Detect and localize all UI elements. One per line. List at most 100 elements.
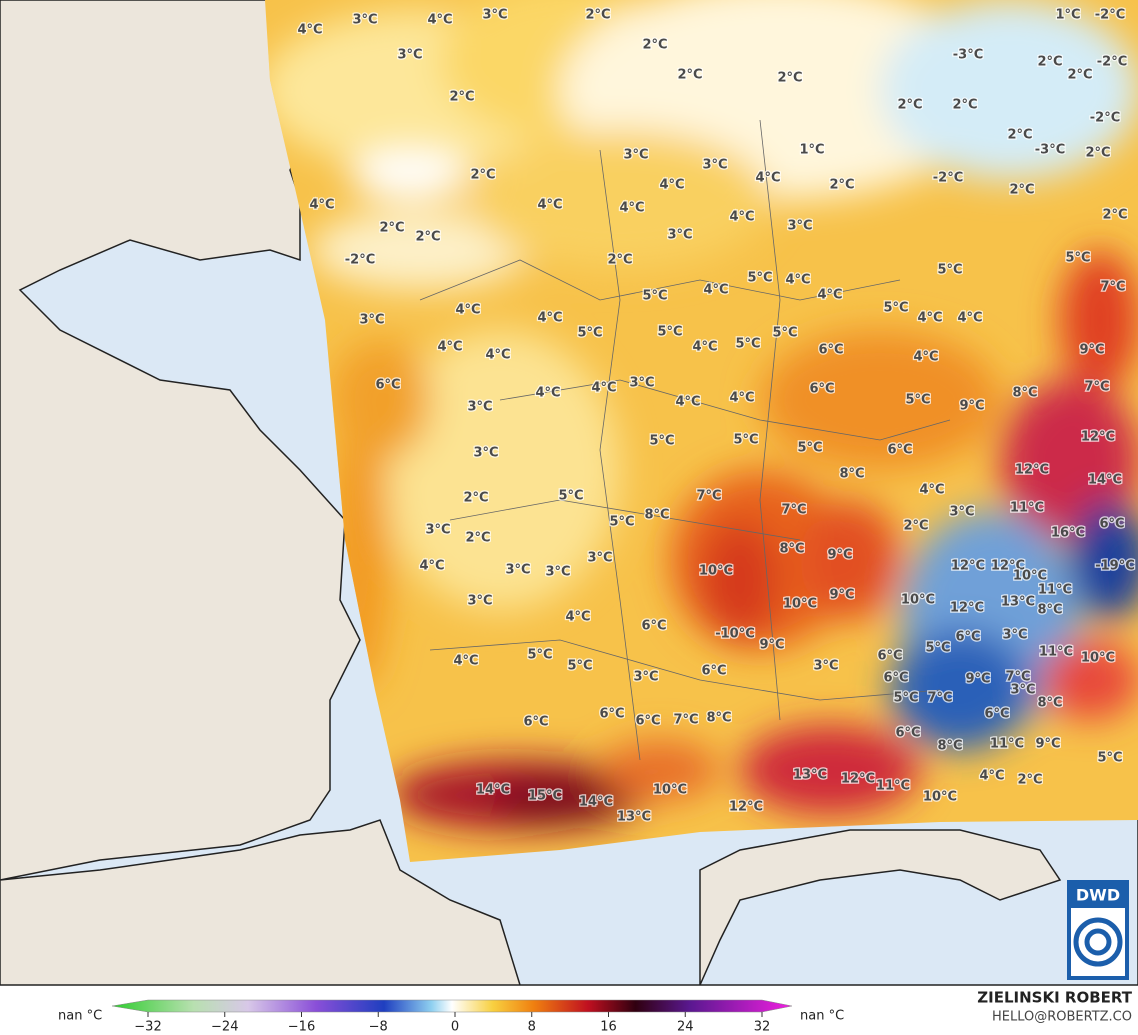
temperature-label: 7°C: [1100, 280, 1125, 295]
temperature-label: 8°C: [779, 542, 804, 557]
temperature-label: -2°C: [1090, 111, 1120, 126]
temperature-label: 4°C: [919, 483, 944, 498]
temperature-label: 3°C: [1002, 628, 1027, 643]
temperature-label: 6°C: [635, 714, 660, 729]
colorbar-tick-label: 16: [600, 1020, 617, 1035]
temperature-label: 6°C: [641, 619, 666, 634]
temperature-label: 4°C: [455, 303, 480, 318]
temperature-label: 4°C: [755, 171, 780, 186]
temperature-label: 2°C: [1085, 146, 1110, 161]
temperature-label: 3°C: [623, 148, 648, 163]
colorbar-tick-label: 24: [677, 1020, 694, 1035]
temperature-label: 16°C: [1051, 526, 1085, 541]
temperature-label: 5°C: [527, 648, 552, 663]
temperature-label: -10°C: [715, 627, 755, 642]
temperature-label: 8°C: [644, 508, 669, 523]
temperature-label: 9°C: [965, 672, 990, 687]
temperature-label: 5°C: [883, 301, 908, 316]
temperature-label: 9°C: [959, 399, 984, 414]
temperature-label: -2°C: [345, 253, 375, 268]
temperature-label: 4°C: [297, 23, 322, 38]
temperature-label: 5°C: [657, 325, 682, 340]
temperature-label: 5°C: [609, 515, 634, 530]
temperature-label: 4°C: [591, 381, 616, 396]
temperature-label: 4°C: [619, 201, 644, 216]
temperature-label: 5°C: [772, 326, 797, 341]
temperature-label: 6°C: [1099, 517, 1124, 532]
temperature-label: 11°C: [1039, 645, 1073, 660]
temperature-label: 4°C: [729, 210, 754, 225]
temperature-label: -2°C: [1097, 55, 1127, 70]
temperature-label: 3°C: [667, 228, 692, 243]
colorbar-tick-label: 8: [528, 1020, 536, 1035]
temperature-label: 3°C: [949, 505, 974, 520]
temperature-label: 10°C: [783, 597, 817, 612]
temperature-label: 6°C: [883, 671, 908, 686]
temperature-label: 4°C: [535, 386, 560, 401]
temperature-label: 10°C: [1013, 569, 1047, 584]
dwd-logo: DWD: [1067, 880, 1129, 980]
temperature-label: 2°C: [829, 178, 854, 193]
temperature-label: 4°C: [979, 769, 1004, 784]
temperature-label: 5°C: [735, 337, 760, 352]
temperature-label: 14°C: [1088, 473, 1122, 488]
temperature-label: 6°C: [877, 649, 902, 664]
temperature-label: 3°C: [473, 446, 498, 461]
temperature-label: 12°C: [729, 800, 763, 815]
temperature-label: 13°C: [793, 768, 827, 783]
temperature-label: 6°C: [955, 630, 980, 645]
temperature-label: 13°C: [1001, 595, 1035, 610]
temperature-label: -19°C: [1095, 559, 1135, 574]
temperature-label: 2°C: [1067, 68, 1092, 83]
temperature-label: 11°C: [1038, 583, 1072, 598]
temperature-label: 7°C: [673, 713, 698, 728]
temperature-label: 6°C: [701, 664, 726, 679]
temperature-label: 1°C: [1055, 8, 1080, 23]
temperature-label: 2°C: [465, 531, 490, 546]
temperature-label: 4°C: [309, 198, 334, 213]
temperature-label: 10°C: [901, 593, 935, 608]
temperature-label: -2°C: [933, 171, 963, 186]
temperature-label: 8°C: [937, 739, 962, 754]
temperature-label: 6°C: [818, 343, 843, 358]
temperature-label: 10°C: [653, 783, 687, 798]
temperature-label: 14°C: [476, 783, 510, 798]
temperature-label: 3°C: [467, 400, 492, 415]
temperature-label: 15°C: [528, 789, 562, 804]
temperature-label: 5°C: [577, 326, 602, 341]
temperature-label: 3°C: [1010, 683, 1035, 698]
temperature-label: 4°C: [537, 311, 562, 326]
land: [0, 0, 1138, 986]
temperature-label: 3°C: [359, 313, 384, 328]
temperature-label: 2°C: [952, 98, 977, 113]
temperature-label: 2°C: [607, 253, 632, 268]
temperature-label: 10°C: [699, 564, 733, 579]
temperature-label: 4°C: [917, 311, 942, 326]
region-borders: [419, 119, 951, 761]
colorbar-tick-label: −8: [369, 1020, 388, 1035]
colorbar-tick-label: −16: [288, 1020, 315, 1035]
temperature-label: 5°C: [905, 393, 930, 408]
temperature-label: 12°C: [1015, 463, 1049, 478]
colorbar-tick-label: −32: [134, 1020, 161, 1035]
temperature-label: 3°C: [505, 563, 530, 578]
temperature-label: 5°C: [747, 271, 772, 286]
temperature-label: 9°C: [1079, 343, 1104, 358]
temperature-label: 5°C: [567, 659, 592, 674]
temperature-label: 12°C: [841, 772, 875, 787]
temperature-label: 11°C: [1010, 501, 1044, 516]
colorbar-tick-label: −24: [211, 1020, 238, 1035]
temperature-label: 4°C: [437, 340, 462, 355]
temperature-label: 3°C: [352, 13, 377, 28]
colorbar: −32 −24 −16 −8 0 8 16 24 32: [111, 999, 793, 1035]
temperature-label: 2°C: [897, 98, 922, 113]
temperature-label: 3°C: [702, 158, 727, 173]
temperature-label: 9°C: [827, 548, 852, 563]
temperature-label: 7°C: [1005, 670, 1030, 685]
temperature-label: 2°C: [677, 68, 702, 83]
temperature-label: 6°C: [887, 443, 912, 458]
temperature-label: 3°C: [587, 551, 612, 566]
colorbar-left-label: nan °C: [58, 1009, 102, 1024]
temperature-label: 11°C: [990, 737, 1024, 752]
temperature-label: 13°C: [617, 810, 651, 825]
